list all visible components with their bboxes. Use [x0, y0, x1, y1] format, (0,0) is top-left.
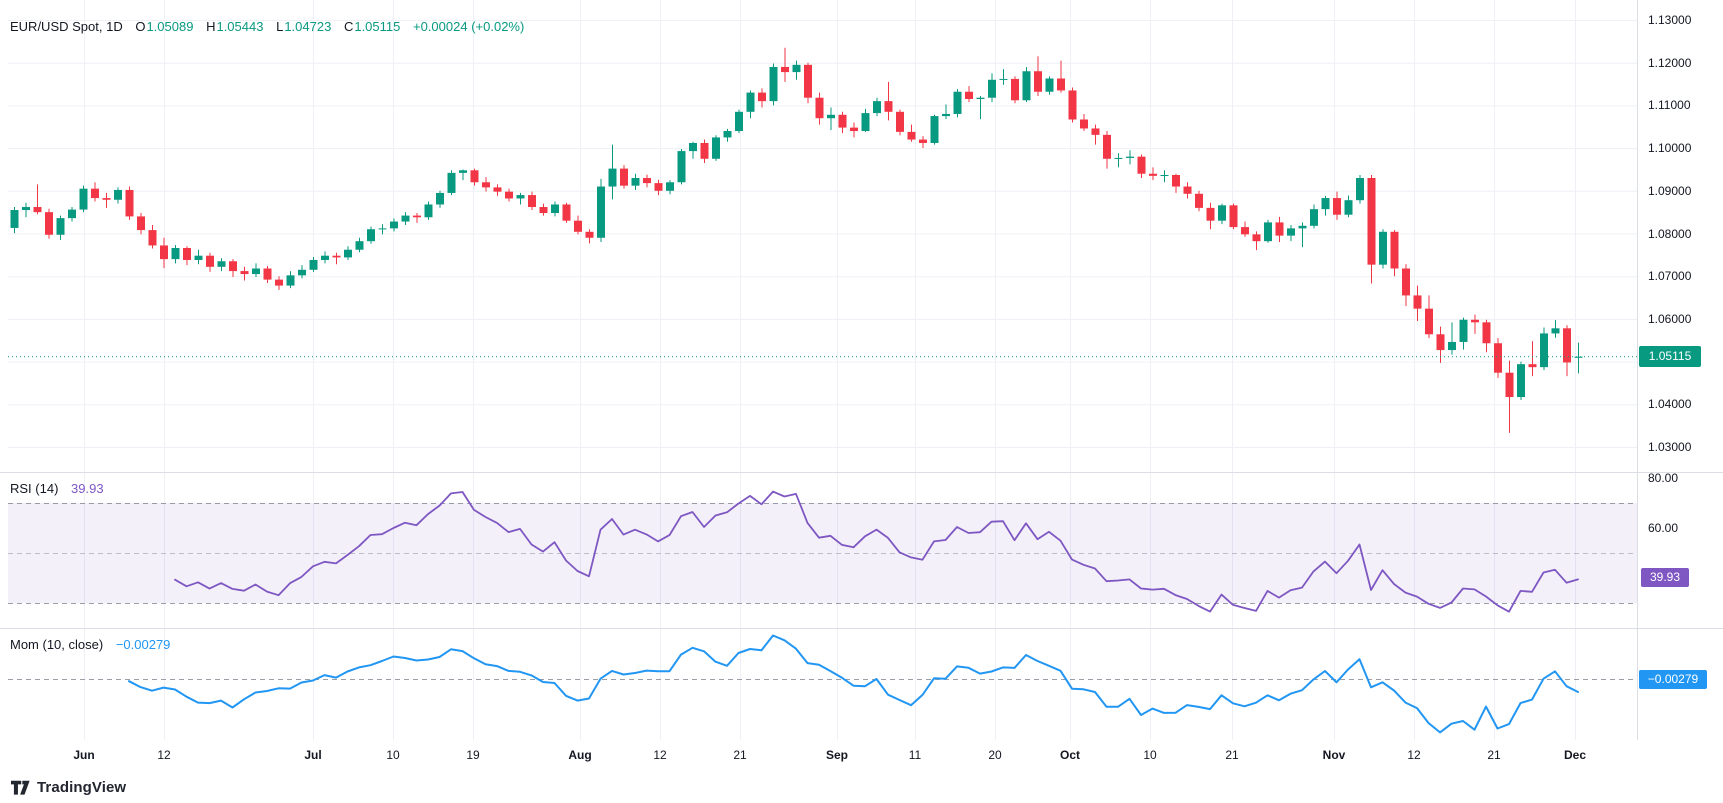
rsi-value: 39.93 [71, 481, 104, 496]
rsi-legend: RSI (14) 39.93 [10, 481, 104, 496]
time-tick-label: 12 [653, 748, 667, 762]
time-tick-label: 11 [908, 748, 922, 762]
tradingview-brand-text[interactable]: TradingView [37, 779, 127, 796]
ohlc-low-value: 1.04723 [284, 19, 332, 34]
rsi-value-badge: 39.93 [1641, 568, 1689, 587]
time-tick-label: Jun [73, 748, 95, 762]
time-tick-label: Oct [1059, 748, 1081, 762]
time-tick-label: 21 [733, 748, 747, 762]
mom-legend: Mom (10, close) −0.00279 [10, 637, 170, 652]
ohlc-low-key: L [276, 19, 284, 34]
footer: TradingView [0, 772, 1723, 803]
tradingview-logo-icon[interactable] [11, 780, 30, 796]
symbol-title[interactable]: EUR/USD Spot, 1D [10, 19, 123, 34]
time-tick-label: 12 [1407, 748, 1421, 762]
ohlc-high-key: H [206, 19, 216, 34]
ohlc-open-value: 1.05089 [146, 19, 194, 34]
time-tick-label: Nov [1322, 748, 1346, 762]
chart-legend: EUR/USD Spot, 1D O1.05089 H1.05443 L1.04… [10, 19, 524, 34]
mom-title[interactable]: Mom (10, close) [10, 637, 104, 652]
rsi-line-layer [174, 490, 1579, 613]
time-tick-label: 10 [1143, 748, 1157, 762]
ohlc-open-key: O [135, 19, 146, 34]
mom-line-layer [128, 634, 1579, 734]
grid-layer [8, 0, 1637, 740]
ohlc-close-key: C [343, 19, 354, 34]
time-tick-label: 21 [1225, 748, 1239, 762]
time-tick-label: Dec [1563, 748, 1587, 762]
time-tick-label: 20 [988, 748, 1002, 762]
ohlc-close-value: 1.05115 [354, 19, 401, 34]
change-value: +0.00024 (+0.02%) [413, 19, 525, 34]
ohlc-high-value: 1.05443 [216, 19, 264, 34]
time-tick-label: 10 [386, 748, 400, 762]
time-tick-label: Aug [568, 748, 592, 762]
time-axis[interactable]: Jun 12 Jul 10 19 Aug 12 21 Sep 11 20 Oct 10 21 Nov 12 21… [0, 740, 1723, 772]
time-tick-label: 19 [466, 748, 480, 762]
time-tick-label: 21 [1487, 748, 1501, 762]
rsi-band-layer [8, 503, 1637, 604]
time-tick-label: Jul [304, 748, 322, 762]
time-tick-label: 12 [157, 748, 171, 762]
rsi-title[interactable]: RSI (14) [10, 481, 59, 496]
mom-value-badge: −0.00279 [1639, 670, 1707, 689]
last-price-badge: 1.05115 [1639, 346, 1701, 367]
time-tick-label: Sep [825, 748, 849, 762]
candles-layer [10, 47, 1583, 433]
mom-value: −0.00279 [115, 637, 171, 652]
